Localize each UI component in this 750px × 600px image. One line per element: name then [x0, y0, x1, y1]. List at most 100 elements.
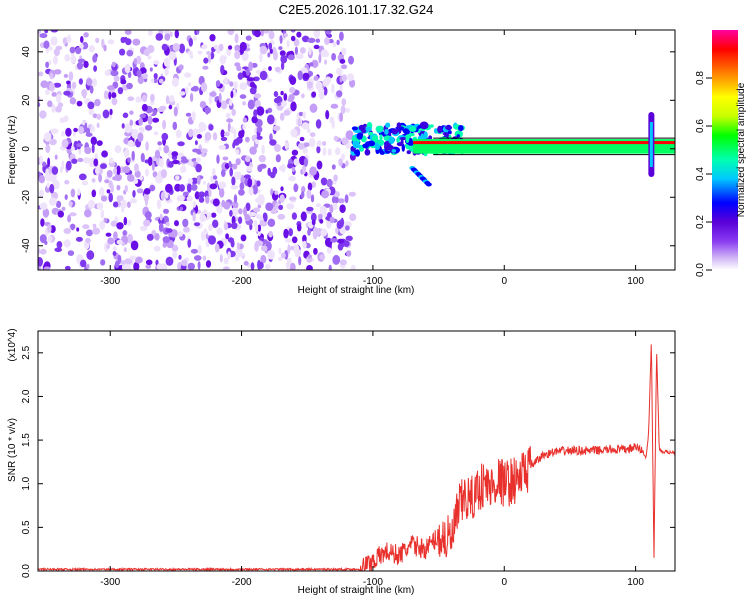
noise-speckle	[155, 174, 163, 184]
noise-speckle	[174, 30, 179, 39]
noise-speckle	[151, 161, 155, 171]
noise-speckle	[333, 135, 339, 142]
noise-speckle	[287, 54, 295, 61]
signal-speckle	[375, 125, 384, 132]
noise-speckle	[199, 101, 207, 109]
noise-speckle	[313, 44, 320, 50]
noise-speckle	[64, 194, 68, 201]
noise-speckle	[274, 66, 281, 72]
signal-speckle	[445, 125, 453, 130]
noise-speckle	[293, 158, 300, 166]
noise-speckle	[311, 59, 319, 68]
noise-speckle	[90, 136, 98, 146]
noise-speckle	[138, 117, 143, 126]
noise-speckle	[49, 72, 54, 80]
noise-speckle	[216, 154, 220, 164]
noise-speckle	[162, 236, 170, 244]
noise-speckle	[302, 234, 307, 243]
noise-speckle	[233, 194, 238, 204]
noise-speckle	[230, 90, 234, 99]
noise-speckle	[53, 69, 62, 75]
noise-speckle	[105, 232, 112, 237]
noise-speckle	[178, 254, 182, 260]
noise-speckle	[78, 147, 82, 155]
noise-speckle	[298, 142, 305, 150]
noise-speckle	[43, 266, 51, 270]
noise-speckle	[350, 264, 356, 270]
noise-speckle	[130, 240, 139, 251]
snr-y-ticks: 0.0 0.5 1.0 1.5 2.0 2.5	[21, 345, 675, 578]
noise-speckle	[121, 203, 125, 213]
noise-speckle	[112, 251, 117, 256]
y-tick-label: 20	[21, 94, 32, 106]
noise-speckle	[319, 219, 324, 224]
noise-speckle	[132, 190, 136, 198]
noise-speckle	[82, 224, 90, 230]
noise-speckle	[47, 100, 53, 108]
y-tick-label: 1.0	[21, 476, 32, 490]
noise-speckle	[202, 65, 209, 70]
noise-speckle	[311, 91, 317, 98]
noise-speckle	[337, 243, 344, 251]
noise-speckle	[127, 157, 131, 163]
noise-speckle	[39, 234, 47, 244]
noise-speckle	[329, 238, 338, 243]
noise-speckle	[240, 174, 245, 185]
noise-speckle	[316, 160, 323, 170]
signal-speckle	[399, 137, 407, 140]
noise-speckle	[133, 58, 137, 65]
noise-speckle	[77, 58, 86, 63]
noise-speckle	[241, 129, 245, 136]
noise-speckle	[260, 245, 268, 252]
noise-speckle	[187, 50, 193, 56]
noise-speckle	[56, 200, 62, 208]
noise-speckle	[329, 216, 335, 224]
noise-speckle	[316, 145, 321, 154]
noise-speckle	[232, 163, 238, 170]
signal-speckle	[417, 125, 421, 129]
noise-speckle	[116, 195, 124, 202]
noise-speckle	[158, 78, 164, 84]
noise-speckle	[204, 107, 211, 114]
noise-speckle	[190, 248, 198, 254]
noise-speckle	[136, 188, 144, 194]
noise-speckle	[112, 176, 118, 181]
noise-speckle	[92, 223, 97, 228]
noise-speckle	[228, 45, 233, 50]
noise-speckle	[187, 238, 192, 248]
noise-speckle	[300, 191, 305, 199]
noise-speckle	[325, 76, 332, 84]
noise-speckle	[145, 197, 148, 207]
x-tick-label: 100	[627, 276, 644, 287]
noise-speckle	[63, 239, 71, 248]
noise-speckle	[162, 242, 167, 248]
noise-speckle	[331, 164, 336, 170]
noise-speckle	[229, 126, 235, 134]
noise-speckle	[255, 70, 262, 74]
noise-speckle	[212, 219, 219, 228]
spectrogram-y-ticks: -40 -20 0 20 40	[21, 46, 675, 253]
noise-speckle	[317, 213, 323, 220]
noise-speckle	[274, 144, 281, 152]
noise-speckle	[172, 43, 180, 52]
noise-speckle	[266, 78, 273, 83]
noise-speckle	[272, 125, 281, 131]
noise-speckle	[91, 189, 97, 198]
noise-speckle	[122, 166, 131, 174]
noise-speckle	[223, 266, 230, 270]
noise-speckle	[318, 90, 325, 100]
noise-speckle	[226, 118, 234, 123]
noise-speckle	[185, 86, 189, 95]
noise-speckle	[216, 204, 223, 214]
noise-speckle	[289, 262, 296, 270]
noise-speckle	[101, 150, 108, 158]
noise-speckle	[203, 180, 206, 185]
noise-speckle	[281, 100, 287, 108]
noise-speckle	[323, 210, 328, 218]
noise-speckle	[194, 191, 200, 200]
noise-speckle	[84, 146, 92, 155]
noise-speckle	[165, 222, 170, 227]
noise-speckle	[79, 43, 84, 49]
noise-speckle	[188, 82, 192, 87]
noise-speckle	[153, 78, 158, 84]
